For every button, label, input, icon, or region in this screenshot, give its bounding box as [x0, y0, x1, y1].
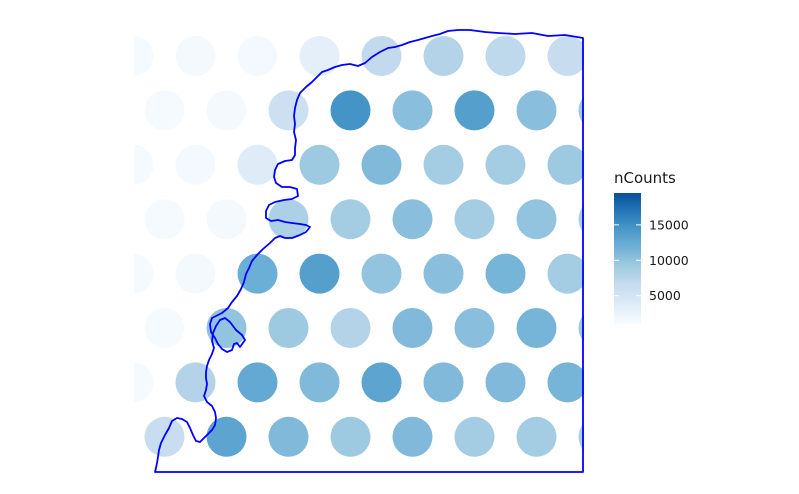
spot [423, 253, 464, 294]
spot [299, 36, 340, 76]
spot [578, 205, 584, 233]
spot [268, 416, 309, 457]
spot [330, 90, 371, 131]
spot [237, 253, 278, 294]
spot [454, 90, 495, 131]
spot [547, 362, 584, 403]
spot [237, 144, 278, 185]
spot [361, 362, 402, 403]
legend-tick-label: 15000 [649, 217, 689, 232]
spot [423, 36, 464, 76]
spot [299, 362, 340, 403]
spots-layer [134, 36, 584, 457]
spot [330, 199, 371, 240]
spot [144, 90, 185, 131]
spot [237, 362, 278, 403]
tissue-boundary-outline [154, 29, 584, 473]
spot [299, 144, 340, 185]
legend-title: nCounts [614, 169, 676, 187]
spot [547, 36, 584, 76]
spot [206, 90, 247, 131]
spot [144, 308, 185, 348]
spot [134, 253, 154, 294]
spot [206, 199, 247, 240]
spot [206, 416, 247, 457]
spot [516, 90, 557, 131]
spot [134, 362, 154, 403]
spot [485, 144, 526, 185]
spot [578, 314, 584, 342]
legend-colorbar [614, 193, 641, 324]
spot [134, 144, 154, 185]
spot [392, 308, 433, 348]
spot [392, 199, 433, 240]
spot [134, 36, 154, 76]
spot [454, 416, 495, 457]
spot [361, 36, 402, 76]
spot [299, 253, 340, 294]
spot [237, 36, 278, 76]
spot [547, 144, 584, 185]
color-legend: nCounts 5000 10000 15000 [614, 169, 689, 324]
spot [392, 416, 433, 457]
spot [175, 253, 216, 294]
spot [330, 416, 371, 457]
spot [516, 308, 557, 348]
spot [268, 90, 309, 131]
spot [485, 253, 526, 294]
spot [206, 308, 247, 348]
legend-ticks: 5000 10000 15000 [614, 217, 689, 303]
spot [268, 199, 309, 240]
spot [547, 253, 584, 294]
spot [454, 199, 495, 240]
legend-tick-label: 5000 [649, 288, 681, 303]
spot [485, 362, 526, 403]
spot [485, 36, 526, 76]
spot [423, 144, 464, 185]
spot [516, 199, 557, 240]
spot [578, 96, 584, 125]
spot [175, 362, 216, 403]
spot [361, 144, 402, 185]
spot [175, 36, 216, 76]
spot [144, 199, 185, 240]
spot [423, 362, 464, 403]
spot [578, 423, 584, 451]
legend-tick-label: 10000 [649, 253, 689, 268]
spot [330, 308, 371, 348]
spot [516, 416, 557, 457]
spot [392, 90, 433, 131]
spot [361, 253, 402, 294]
spot [454, 308, 495, 348]
spot [175, 144, 216, 185]
spot [268, 308, 309, 348]
